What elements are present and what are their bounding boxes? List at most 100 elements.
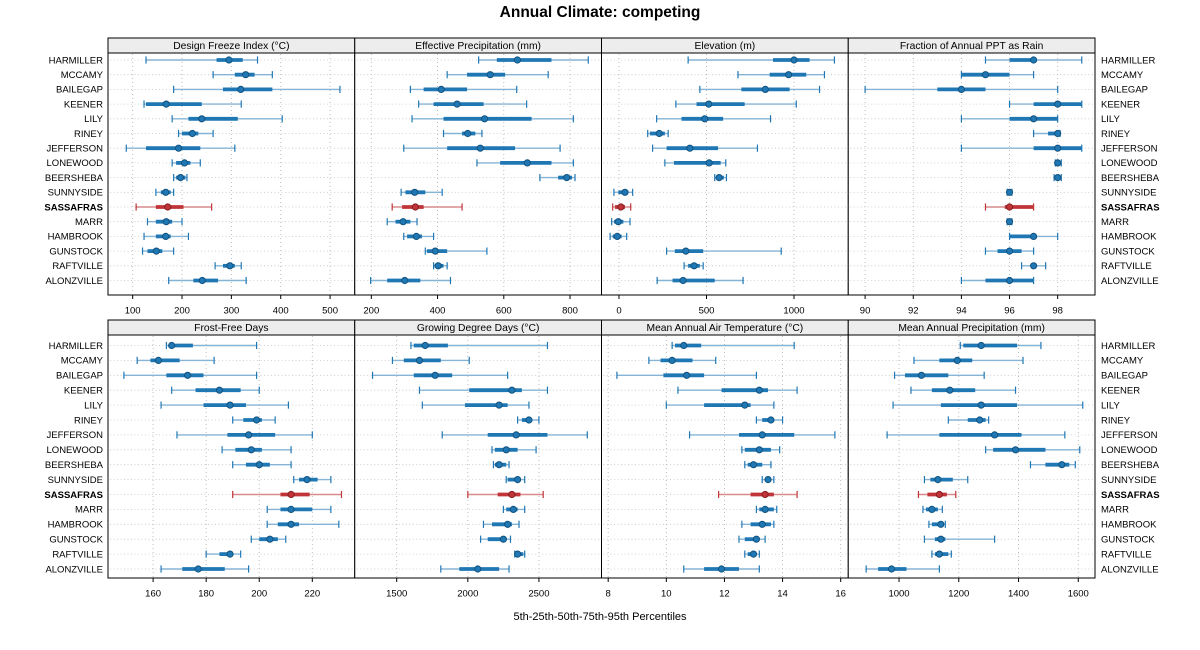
median-dot [226,550,234,558]
median-dot [303,476,311,484]
median-dot [180,159,189,167]
row-alonzville [168,276,247,285]
row-keener [171,386,260,394]
panel-header [847,319,1096,336]
median-dot [431,247,439,255]
median-dot [162,100,170,108]
row-gunstock [424,247,488,255]
row-gunstock [984,247,1035,255]
row-beersheba [232,461,292,469]
axis-tick-label: 220 [304,589,320,600]
row-sunnyside [613,188,634,196]
row-hambrook [1008,232,1059,240]
panel-mean-annual-precipitation-mm: Mean Annual Precipitation (mm) 1000 1200 14… [847,319,1096,600]
median-dot [287,490,295,499]
median-dot [162,218,170,226]
station-label-left-gunstock: GUNSTOCK [49,246,103,257]
row-beersheba [492,461,510,469]
axis-tick-label: 90 [860,306,871,317]
median-dot [245,431,253,439]
median-dot [509,505,517,513]
median-dot [464,129,472,138]
median-dot [701,115,709,123]
median-dot [434,262,442,270]
row-keener [143,100,242,108]
row-bailegap [616,371,758,379]
axis-tick-label: 98 [1052,306,1063,317]
panel-title: Elevation (m) [695,41,756,52]
row-alonzville [160,565,250,573]
median-dot [164,203,172,211]
median-dot [476,144,484,152]
row-raftville [683,262,704,270]
median-dot [499,535,507,543]
row-riney [947,416,990,424]
axis-tick-label: 500 [322,306,338,317]
station-label-left-beersheba: BEERSHEBA [45,460,104,471]
station-label-left-lily: LILY [84,114,104,125]
axis-tick-label: 12 [719,589,730,600]
panel-fraction-of-annual-ppt-as-rain: Fraction of Annual PPT as Rain 90 92 94 96 98 [847,37,1096,317]
median-dot [508,490,516,499]
row-harmiller [145,56,259,64]
station-label-right-alonzville: ALONZVILLE [1101,564,1159,575]
row-hambrook [143,232,190,240]
station-label-left-riney: RINEY [74,415,104,426]
row-alonzville [960,276,1035,285]
row-sunnyside [155,188,175,196]
median-dot [614,218,622,226]
median-dot [183,371,192,379]
row-jefferson [960,144,1083,152]
median-dot [411,188,419,196]
row-sassafras [612,203,632,211]
median-dot [198,115,206,123]
median-dot [504,520,512,528]
plot-area [354,334,602,579]
median-dot [188,129,196,138]
station-label-right-riney: RINEY [1101,415,1131,426]
median-dot [252,416,261,424]
row-gunstock [738,535,766,543]
median-dot [1058,461,1066,469]
median-dot [717,565,726,573]
median-dot [1030,262,1038,270]
station-label-right-raftville: RAFTVILLE [1101,261,1152,272]
axis-tick-label: 1500 [386,589,407,600]
median-dot [399,218,407,226]
row-sassafras [467,490,544,499]
row-lonewood [741,446,781,454]
row-riney [177,129,214,138]
station-label-right-alonzville: ALONZVILLE [1101,276,1159,287]
panel-title: Mean Annual Air Temperature (°C) [647,323,804,334]
median-dot [946,386,954,394]
station-label-right-gunstock: GUNSTOCK [1101,535,1155,546]
row-mccamy [737,71,826,79]
station-label-right-beersheba: BEERSHEBA [1101,460,1160,471]
median-dot [741,401,749,409]
station-label-right-lonewood: LONEWOOD [1101,158,1158,169]
row-keener [677,386,798,394]
row-keener [418,386,549,394]
row-bailegap [123,371,258,379]
median-dot [226,262,234,270]
row-raftville [214,262,242,270]
station-label-left-raftville: RAFTVILLE [52,549,103,560]
station-label-left-lonewood: LONEWOOD [47,158,104,169]
row-beersheba [1053,174,1062,182]
station-label-right-riney: RINEY [1101,129,1131,140]
median-dot [981,71,990,79]
row-riney [755,416,784,424]
row-riney [442,129,483,138]
row-harmiller [687,56,836,64]
median-dot [215,386,224,394]
station-label-left-raftville: RAFTVILLE [52,261,103,272]
median-dot [168,341,176,350]
median-dot [668,356,676,364]
median-dot [705,159,713,167]
median-dot [935,550,943,558]
station-label-right-jefferson: JEFFERSON [1101,144,1158,155]
station-label-left-keener: KEENER [64,99,103,110]
row-sunnyside [1005,188,1014,196]
